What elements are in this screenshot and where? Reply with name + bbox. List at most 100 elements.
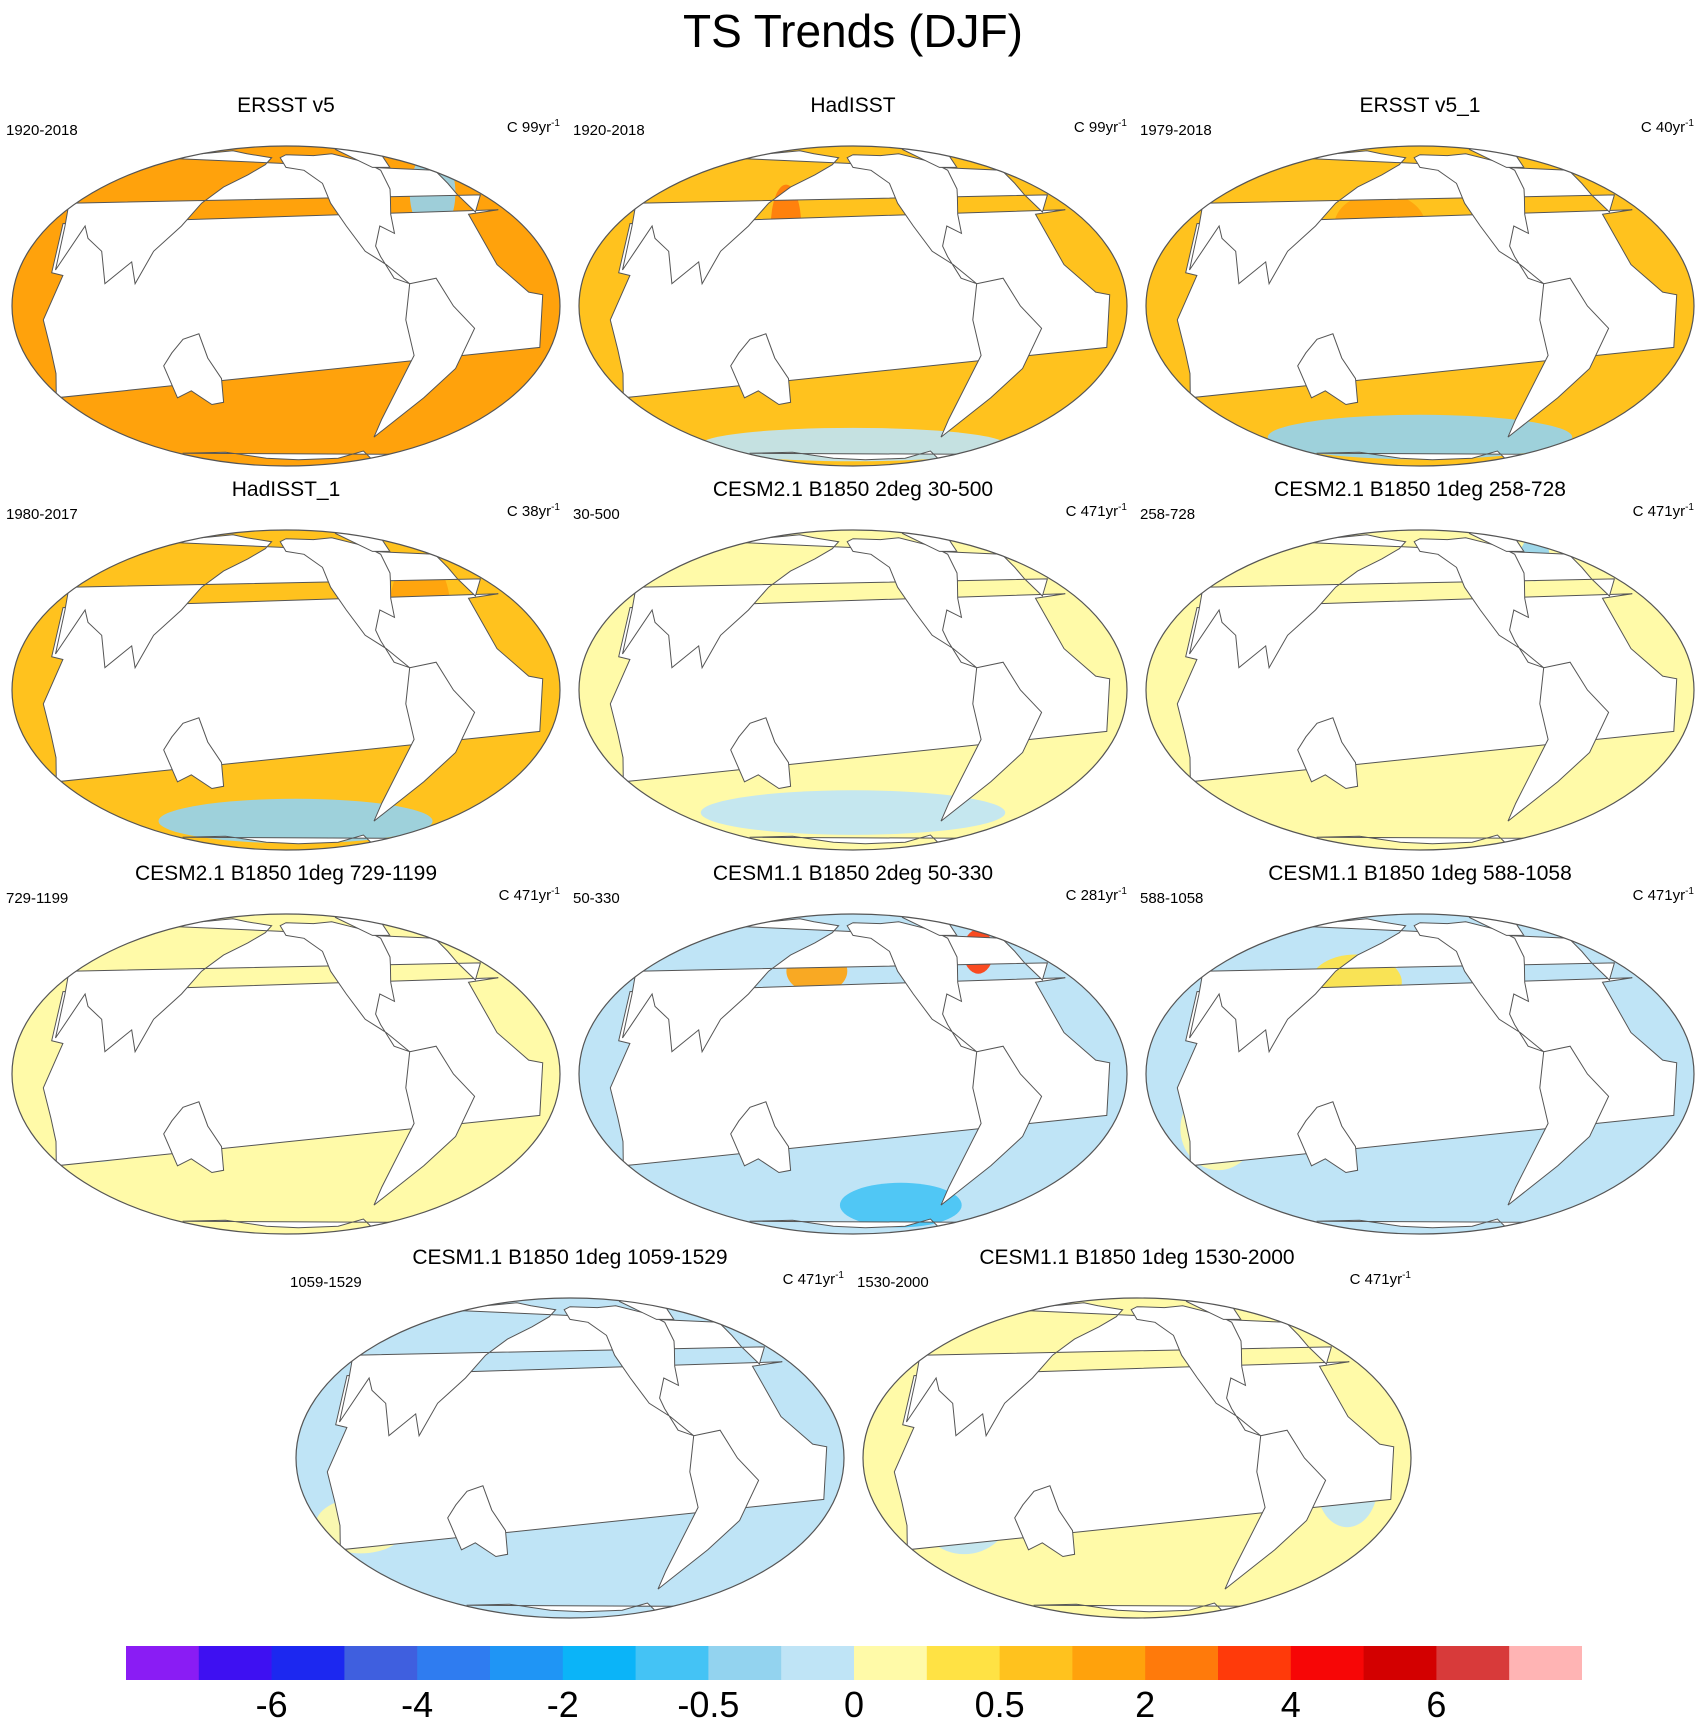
map-border [11, 913, 561, 1235]
continent [1507, 661, 1610, 822]
map-border [862, 1297, 1412, 1619]
colorbar-swatch [490, 1646, 564, 1680]
map-panel-cesm11-1deg-1059-1529: CESM1.1 B1850 1deg 1059-1529 1059-1529 C… [290, 1246, 850, 1626]
panel-units: C 99yr-1 [1073, 118, 1127, 136]
continent [730, 717, 792, 790]
continent [373, 1045, 476, 1206]
panel-title: CESM1.1 B1850 2deg 50-330 [712, 862, 994, 885]
ocean-field [12, 914, 560, 1234]
map-border [11, 145, 561, 467]
continent [846, 153, 978, 285]
world-map [11, 145, 561, 467]
colorbar-tick-label: 4 [1280, 1684, 1301, 1725]
panel-units: C 471yr-1 [1065, 502, 1127, 520]
continent [940, 661, 1043, 822]
panel-title: HadISST [810, 94, 896, 117]
ocean-field [12, 530, 560, 850]
map-panel-cesm11-1deg-1530-2000: CESM1.1 B1850 1deg 1530-2000 1530-2000 C… [857, 1246, 1417, 1626]
continent [846, 537, 978, 669]
colorbar-swatch [1509, 1646, 1582, 1680]
map-panel-hadisst-1: HadISST_1 1980-2017 C 38yr-1 [6, 478, 566, 858]
colorbar-swatch [1436, 1646, 1510, 1680]
continent [1413, 921, 1545, 1053]
colorbar-tick-label: -6 [255, 1684, 288, 1725]
ocean-field [296, 1298, 844, 1618]
colorbar-swatch [562, 1646, 637, 1680]
panel-units: C 471yr-1 [782, 1270, 844, 1288]
colorbar-swatch [781, 1646, 855, 1680]
ocean-field [579, 146, 1127, 466]
ocean-field [863, 1298, 1411, 1618]
colorbar-tick-label: 6 [1426, 1684, 1447, 1725]
continent [940, 1045, 1043, 1206]
map-panel-ersst-v5: ERSST v5 1920-2018 C 99yr-1 [6, 94, 566, 474]
continent [1297, 1101, 1359, 1174]
map-border [11, 529, 561, 851]
world-map [578, 145, 1128, 467]
panel-title: CESM2.1 B1850 1deg 729-1199 [135, 862, 437, 885]
colorbar-swatch [344, 1646, 418, 1680]
trend-feature [839, 1182, 962, 1228]
panel-title: CESM2.1 B1850 2deg 30-500 [712, 478, 994, 501]
panel-period: 1980-2017 [6, 506, 78, 523]
map-border [1145, 145, 1695, 467]
colorbar-swatch [126, 1646, 200, 1680]
colorbar-tick-label: 0 [843, 1684, 865, 1725]
colorbar [126, 1646, 1582, 1680]
panel-period: 50-330 [573, 890, 620, 907]
ocean-field [1146, 530, 1694, 850]
world-map [295, 1297, 845, 1619]
world-map [1145, 529, 1695, 851]
colorbar-swatch [1072, 1646, 1146, 1680]
world-map [1145, 145, 1695, 467]
colorbar-labels: -6 -4 -2 -0.5 0 0.5 2 4 6 [0, 1684, 1706, 1728]
map-border [578, 145, 1128, 467]
colorbar-tick-label: -0.5 [677, 1684, 740, 1725]
colorbar-swatch [1145, 1646, 1219, 1680]
continent [657, 1429, 760, 1590]
map-panel-cesm21-2deg-30-500: CESM2.1 B1850 2deg 30-500 30-500 C 471yr… [573, 478, 1133, 858]
panel-units: C 471yr-1 [1632, 502, 1694, 520]
continent [279, 537, 411, 669]
trend-feature [1267, 414, 1573, 460]
colorbar-tick-label: 2 [1135, 1684, 1156, 1725]
panel-title: CESM2.1 B1850 1deg 258-728 [1274, 478, 1566, 501]
panel-period: 30-500 [573, 506, 620, 523]
continent [1413, 537, 1545, 669]
panel-units: C 40yr-1 [1640, 118, 1694, 136]
panel-period: 1979-2018 [1140, 122, 1212, 139]
colorbar-swatch [271, 1646, 345, 1680]
continent [846, 921, 978, 1053]
map-panel-ersst-v5-1: ERSST v5_1 1979-2018 C 40yr-1 [1140, 94, 1700, 474]
continent [730, 1101, 792, 1174]
colorbar-tick-label: -2 [546, 1684, 579, 1725]
panel-period: 1920-2018 [573, 122, 645, 139]
ocean-field [1146, 914, 1694, 1234]
map-border [1145, 529, 1695, 851]
panel-units: C 99yr-1 [506, 118, 560, 136]
colorbar-swatch [635, 1646, 709, 1680]
map-border [295, 1297, 845, 1619]
world-map [11, 913, 561, 1235]
continent [1297, 333, 1359, 406]
panel-title: CESM1.1 B1850 1deg 1059-1529 [412, 1246, 728, 1269]
panel-units: C 471yr-1 [498, 886, 560, 904]
panel-title: CESM1.1 B1850 1deg 1530-2000 [979, 1246, 1295, 1269]
colorbar-swatch [417, 1646, 491, 1680]
continent [1297, 717, 1359, 790]
continent [373, 277, 476, 438]
colorbar-swatch [999, 1646, 1073, 1680]
continent [1413, 153, 1545, 285]
panel-period: 1530-2000 [857, 1274, 929, 1291]
continent [730, 333, 792, 406]
panel-period: 729-1199 [6, 890, 69, 907]
panel-period: 1059-1529 [290, 1274, 362, 1291]
panel-title: HadISST_1 [231, 478, 341, 501]
colorbar-swatch [1290, 1646, 1365, 1680]
ocean-field [1146, 146, 1694, 466]
colorbar-swatch [854, 1646, 928, 1680]
panel-units: C 471yr-1 [1349, 1270, 1411, 1288]
continent [279, 921, 411, 1053]
continent [163, 333, 225, 406]
panel-title: ERSST v5 [237, 94, 335, 117]
